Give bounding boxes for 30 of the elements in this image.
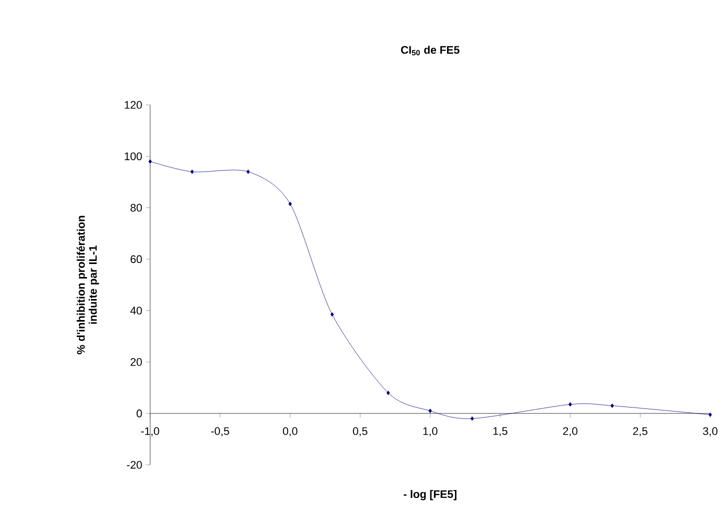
point bbox=[428, 408, 432, 414]
x-tick-label: 2,0 bbox=[563, 427, 578, 436]
point bbox=[288, 202, 292, 206]
x-tick-label: 3,0 bbox=[703, 427, 718, 436]
point bbox=[470, 416, 474, 421]
point bbox=[148, 159, 152, 164]
y-tick-label: 80 bbox=[130, 204, 142, 212]
y-tick-label: 120 bbox=[124, 101, 142, 109]
y-tick-label: 60 bbox=[130, 255, 142, 264]
x-tick-label: 0,0 bbox=[282, 427, 298, 436]
y-tick-label: 40 bbox=[130, 306, 142, 315]
chart-title: CI$_{50}$ de FE5 bbox=[401, 46, 460, 56]
point bbox=[386, 390, 390, 396]
point bbox=[330, 312, 334, 317]
x-tick-label: 1,5 bbox=[493, 427, 508, 436]
point bbox=[568, 402, 572, 407]
point bbox=[708, 412, 712, 417]
y-axis-title: % d'inhibition prolifération induite par IL-1 bbox=[76, 216, 99, 354]
x-tick-label: 0,5 bbox=[352, 427, 368, 436]
point bbox=[610, 404, 614, 408]
x-tick-label: 2,5 bbox=[633, 427, 648, 436]
y-tick-label: 0 bbox=[136, 410, 142, 418]
x-axis-title: - log [FE5] bbox=[404, 490, 456, 500]
y-tick-label: 20 bbox=[130, 358, 142, 366]
x-tick-label: 1,0 bbox=[423, 427, 438, 436]
point bbox=[246, 170, 250, 174]
y-tick-label: 100 bbox=[124, 152, 142, 160]
point bbox=[190, 170, 194, 174]
x-tick-label: -0,5 bbox=[211, 427, 230, 436]
y-tick-label: -20 bbox=[126, 461, 142, 469]
